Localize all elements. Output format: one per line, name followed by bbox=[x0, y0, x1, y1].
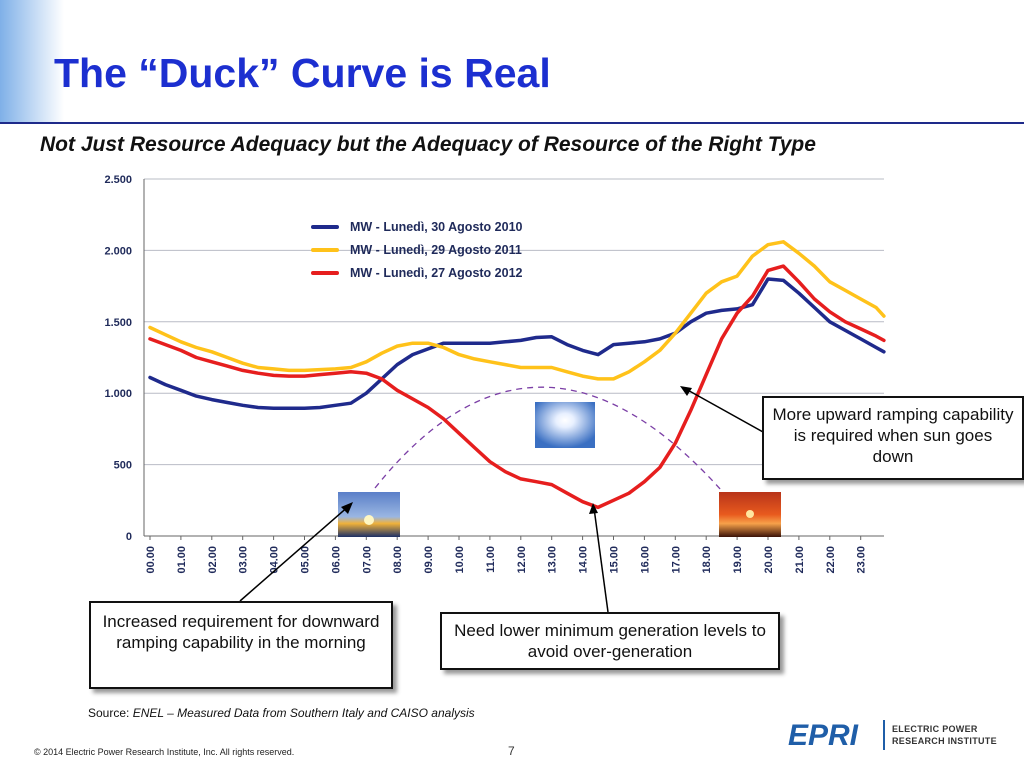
source-text: ENEL – Measured Data from Southern Italy… bbox=[132, 706, 475, 720]
y-tick-label: 2.000 bbox=[104, 245, 132, 257]
x-tick-label: 04.00 bbox=[269, 546, 281, 574]
source-prefix: Source: bbox=[88, 706, 133, 720]
x-tick-label: 18.00 bbox=[701, 546, 713, 574]
midday-sun-photo bbox=[535, 402, 595, 448]
x-tick-label: 12.00 bbox=[516, 546, 528, 574]
y-tick-label: 1.000 bbox=[104, 388, 132, 400]
x-tick-label: 14.00 bbox=[578, 546, 590, 574]
sunrise-sun bbox=[364, 515, 374, 525]
x-tick-label: 11.00 bbox=[485, 546, 497, 573]
y-tick-label: 0 bbox=[126, 531, 132, 543]
x-tick-label: 15.00 bbox=[609, 546, 621, 574]
y-axis: 0 500 1.000 1.500 2.000 2.500 bbox=[104, 174, 145, 543]
legend-label-1: MW - Lunedì, 30 Agosto 2010 bbox=[350, 220, 523, 234]
x-tick-label: 13.00 bbox=[547, 546, 559, 574]
x-tick-label: 02.00 bbox=[207, 546, 219, 574]
page-number: 7 bbox=[508, 744, 515, 758]
logo-wordmark: EPRI bbox=[788, 719, 859, 752]
x-tick-label: 22.00 bbox=[825, 546, 837, 574]
x-tick-label: 21.00 bbox=[794, 546, 806, 574]
y-tick-label: 500 bbox=[114, 460, 132, 472]
page-title: The “Duck” Curve is Real bbox=[54, 50, 551, 96]
y-tick-label: 1.500 bbox=[104, 317, 132, 329]
logo-divider bbox=[883, 720, 885, 750]
callout-downward-ramping: Increased requirement for downward rampi… bbox=[89, 601, 393, 689]
callout-minimum-generation: Need lower minimum generation levels to … bbox=[440, 612, 780, 670]
x-tick-label: 10.00 bbox=[454, 546, 466, 574]
solar-arc bbox=[374, 386, 741, 513]
x-tick-label: 17.00 bbox=[670, 546, 682, 574]
callout-upward-ramping: More upward ramping capability is requir… bbox=[762, 396, 1024, 480]
x-tick-label: 00.00 bbox=[145, 546, 157, 574]
chart-series bbox=[148, 240, 886, 510]
x-tick-label: 20.00 bbox=[763, 546, 775, 574]
title-accent-bar bbox=[0, 0, 64, 122]
series-line-3 bbox=[148, 264, 886, 510]
chart-legend: MW - Lunedì, 30 Agosto 2010 MW - Lunedì, … bbox=[311, 220, 523, 280]
x-axis: 00.00 01.00 02.00 03.00 04.00 05.00 06.00 07.00… bbox=[144, 535, 884, 574]
x-tick-label: 06.00 bbox=[330, 546, 342, 574]
source-note: Source: ENEL – Measured Data from Southe… bbox=[88, 706, 475, 720]
callout-arrows bbox=[239, 386, 764, 613]
x-tick-label: 07.00 bbox=[361, 546, 373, 574]
logo-caption: ELECTRIC POWER RESEARCH INSTITUTE bbox=[892, 723, 997, 747]
copyright-footer: © 2014 Electric Power Research Institute… bbox=[34, 747, 295, 757]
x-tick-label: 05.00 bbox=[300, 546, 312, 574]
x-tick-label: 08.00 bbox=[392, 546, 404, 574]
legend-label-2: MW - Lunedì, 29 Agosto 2011 bbox=[350, 243, 522, 257]
x-tick-label: 01.00 bbox=[176, 546, 188, 574]
x-tick-label: 23.00 bbox=[856, 546, 868, 574]
title-divider bbox=[0, 122, 1024, 124]
logo-line-2: RESEARCH INSTITUTE bbox=[892, 736, 997, 746]
x-tick-label: 16.00 bbox=[639, 546, 651, 574]
logo-line-1: ELECTRIC POWER bbox=[892, 724, 978, 734]
series-line-1 bbox=[148, 277, 886, 410]
x-tick-label: 03.00 bbox=[238, 546, 250, 574]
epri-logo: EPRI bbox=[788, 719, 885, 752]
series-line-2 bbox=[148, 240, 886, 381]
y-tick-label: 2.500 bbox=[104, 174, 132, 186]
page-subtitle: Not Just Resource Adequacy but the Adequ… bbox=[40, 133, 816, 156]
sunset-sun bbox=[746, 510, 754, 518]
legend-label-3: MW - Lunedì, 27 Agosto 2012 bbox=[350, 266, 523, 280]
x-tick-label: 19.00 bbox=[732, 546, 744, 574]
x-tick-label: 09.00 bbox=[423, 546, 435, 574]
sunrise-photo bbox=[338, 492, 400, 537]
